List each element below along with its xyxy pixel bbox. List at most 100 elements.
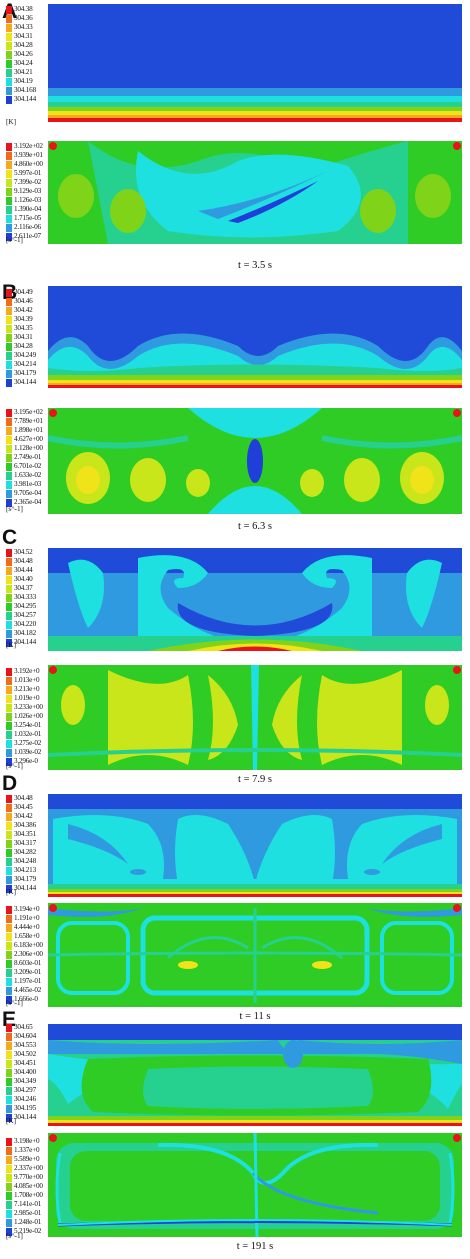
legend-label: 3.209e-01 bbox=[14, 968, 42, 976]
strain-rate-field-d bbox=[48, 903, 462, 1007]
temperature-unit-c: [K] bbox=[6, 641, 16, 649]
legend-label: 9.129e-03 bbox=[14, 187, 42, 195]
temperature-field-c bbox=[48, 548, 462, 651]
legend-label: 3.192e+0 bbox=[14, 667, 40, 675]
legend-label: 304.179 bbox=[14, 369, 36, 377]
legend-label: 1.019e+0 bbox=[14, 694, 40, 702]
legend-label: 304.349 bbox=[14, 1077, 36, 1085]
legend-label: 304.144 bbox=[14, 638, 36, 646]
legend-label: 2.611e-07 bbox=[14, 232, 41, 240]
legend-label: 304.38 bbox=[14, 5, 33, 13]
legend-label: 304.246 bbox=[14, 1095, 36, 1103]
strain-rate-unit-c: [s^-1] bbox=[6, 762, 23, 770]
legend-label: 4.860e+00 bbox=[14, 160, 43, 168]
legend-label: 304.214 bbox=[14, 360, 36, 368]
legend-label: 304.35 bbox=[14, 324, 33, 332]
legend-label: 9.705e-04 bbox=[14, 489, 42, 497]
legend-label: 304.31 bbox=[14, 32, 33, 40]
strain-rate-unit-d: [s^-1] bbox=[6, 999, 23, 1007]
legend-label: 304.24 bbox=[14, 59, 33, 67]
legend-label: 304.44 bbox=[14, 566, 33, 574]
legend-label: 304.144 bbox=[14, 1113, 36, 1121]
legend-label: 304.39 bbox=[14, 315, 33, 323]
legend-label: 1.666e-0 bbox=[14, 995, 38, 1003]
legend-label: 304.52 bbox=[14, 548, 33, 556]
strain-rate-field-c bbox=[48, 665, 462, 770]
legend-label: 1.128e+00 bbox=[14, 444, 43, 452]
legend-label: 1.032e-01 bbox=[14, 730, 42, 738]
legend-label: 304.45 bbox=[14, 803, 33, 811]
legend-label: 4.444e+0 bbox=[14, 923, 40, 931]
temperature-field-a bbox=[48, 4, 462, 122]
legend-label: 304.33 bbox=[14, 23, 33, 31]
legend-label: 304.451 bbox=[14, 1059, 36, 1067]
time-label-d: t = 11 s bbox=[239, 1011, 271, 1022]
legend-label: 2.116e-06 bbox=[14, 223, 41, 231]
legend-label: 1.191e+0 bbox=[14, 914, 40, 922]
time-label-b: t = 6.3 s bbox=[238, 521, 272, 532]
legend-label: 9.770e+00 bbox=[14, 1173, 43, 1181]
legend-label: 304.49 bbox=[14, 288, 33, 296]
legend-label: 304.46 bbox=[14, 297, 33, 305]
strain-rate-field-e bbox=[48, 1133, 462, 1237]
legend-label: 6.183e+00 bbox=[14, 941, 43, 949]
time-label-a: t = 3.5 s bbox=[238, 260, 272, 271]
legend-label: 3.939e+01 bbox=[14, 151, 43, 159]
legend-label: 304.144 bbox=[14, 884, 36, 892]
time-label-e: t = 191 s bbox=[236, 1241, 274, 1252]
legend-label: 304.351 bbox=[14, 830, 36, 838]
legend-label: 4.465e-02 bbox=[14, 986, 42, 994]
legend-label: 304.220 bbox=[14, 620, 36, 628]
temperature-unit-e: [K] bbox=[6, 1117, 16, 1125]
legend-label: 3.296e-0 bbox=[14, 757, 38, 765]
legend-label: 1.658e+0 bbox=[14, 932, 40, 940]
legend-label: 1.026e+00 bbox=[14, 712, 43, 720]
legend-label: 1.039e-02 bbox=[14, 748, 42, 756]
temperature-field-b bbox=[48, 286, 462, 388]
legend-label: 7.141e-01 bbox=[14, 1200, 42, 1208]
temperature-unit-d: [K] bbox=[6, 888, 16, 896]
legend-label: 304.182 bbox=[14, 629, 36, 637]
legend-label: 4.085e+00 bbox=[14, 1182, 43, 1190]
legend-label: 1.633e-02 bbox=[14, 471, 42, 479]
legend-label: 304.48 bbox=[14, 557, 33, 565]
legend-label: 3.213e+0 bbox=[14, 685, 40, 693]
legend-label: 304.257 bbox=[14, 611, 36, 619]
legend-label: 304.28 bbox=[14, 342, 33, 350]
legend-label: 304.604 bbox=[14, 1032, 36, 1040]
legend-label: 1.013e+0 bbox=[14, 676, 40, 684]
legend-label: 304.36 bbox=[14, 14, 33, 22]
legend-label: 2.365e-04 bbox=[14, 498, 42, 506]
legend-label: 2.749e-01 bbox=[14, 453, 42, 461]
legend-label: 1.898e+01 bbox=[14, 426, 43, 434]
time-label-c: t = 7.9 s bbox=[238, 774, 272, 785]
legend-label: 304.37 bbox=[14, 584, 33, 592]
legend-label: 1.708e+00 bbox=[14, 1191, 43, 1199]
strain-rate-unit-e: [s^-1] bbox=[6, 1232, 23, 1240]
legend-label: 304.179 bbox=[14, 875, 36, 883]
legend-label: 304.42 bbox=[14, 812, 33, 820]
legend-label: 3.254e-01 bbox=[14, 721, 42, 729]
legend-label: 304.42 bbox=[14, 306, 33, 314]
legend-label: 1.715e-05 bbox=[14, 214, 42, 222]
legend-label: 3.194e+0 bbox=[14, 905, 40, 913]
legend-label: 1.390e-04 bbox=[14, 205, 42, 213]
panel-letter-d: D bbox=[2, 772, 18, 795]
legend-label: 304.333 bbox=[14, 593, 36, 601]
legend-label: 3.275e-02 bbox=[14, 739, 42, 747]
legend-label: 304.40 bbox=[14, 575, 33, 583]
panel-letter-c: C bbox=[2, 526, 18, 549]
legend-label: 1.197e-01 bbox=[14, 977, 42, 985]
legend-label: 1.126e-03 bbox=[14, 196, 42, 204]
legend-label: 304.553 bbox=[14, 1041, 36, 1049]
legend-label: 3.198e+0 bbox=[14, 1137, 40, 1145]
legend-label: 304.400 bbox=[14, 1068, 36, 1076]
legend-label: 304.297 bbox=[14, 1086, 36, 1094]
legend-label: 304.248 bbox=[14, 857, 36, 865]
panel-letter-e: E bbox=[2, 1008, 17, 1031]
legend-label: 304.213 bbox=[14, 866, 36, 874]
strain-rate-field-b bbox=[48, 408, 462, 514]
temperature-field-e bbox=[48, 1024, 462, 1126]
legend-label: 2.306e+00 bbox=[14, 950, 43, 958]
legend-label: 304.386 bbox=[14, 821, 36, 829]
